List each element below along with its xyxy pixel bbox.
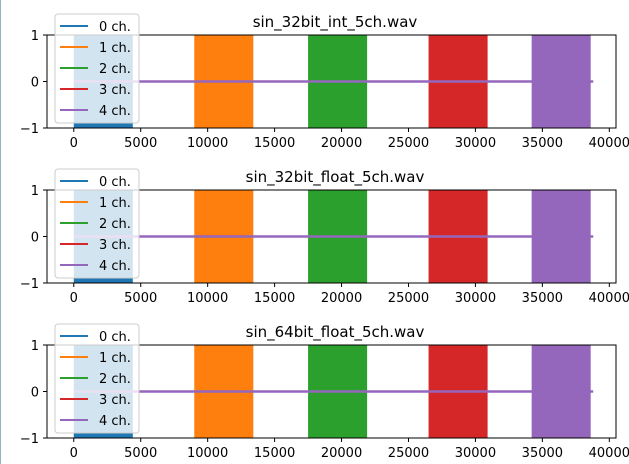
y-tick-label: −1 [20, 432, 39, 447]
x-tick-label: 10000 [187, 291, 228, 306]
x-tick-label: 40000 [589, 291, 629, 306]
subplot-0: 0 5000 10000 15000 20000 25000 30000 35000 40000… [20, 13, 629, 151]
x-tick-label: 15000 [254, 446, 295, 461]
legend-box [54, 13, 140, 124]
x-tick-label: 30000 [455, 136, 496, 151]
x-tick-label: 0 [70, 136, 78, 151]
subplot-2: 0 5000 10000 15000 20000 25000 30000 35000 40000… [20, 323, 629, 461]
legend-label: 3 ch. [99, 238, 131, 253]
subplot-1: 0 5000 10000 15000 20000 25000 30000 35000 40000… [20, 168, 629, 306]
x-tick-label: 25000 [388, 446, 429, 461]
x-tick-label: 0 [70, 446, 78, 461]
plot-area [73, 345, 594, 438]
x-tick-label: 5000 [124, 446, 157, 461]
x-tick-label: 15000 [254, 136, 295, 151]
plot-area [73, 35, 594, 128]
x-tick-label: 25000 [388, 136, 429, 151]
x-tick-label: 30000 [455, 291, 496, 306]
x-tick-label: 10000 [187, 446, 228, 461]
x-tick-label: 20000 [321, 446, 362, 461]
x-tick-label: 30000 [455, 446, 496, 461]
x-tick-label: 25000 [388, 291, 429, 306]
chart-title: sin_32bit_int_5ch.wav [253, 13, 418, 32]
plot-area [73, 190, 594, 283]
x-tick-label: 35000 [522, 291, 563, 306]
y-tick-label: −1 [20, 277, 39, 292]
legend-label: 0 ch. [99, 330, 131, 345]
chart-title: sin_32bit_float_5ch.wav [246, 168, 425, 187]
x-tick-label: 10000 [187, 136, 228, 151]
x-tick-label: 5000 [124, 136, 157, 151]
legend-label: 1 ch. [99, 351, 131, 366]
x-tick-label: 20000 [321, 136, 362, 151]
legend-box [54, 323, 140, 434]
x-tick-label: 20000 [321, 291, 362, 306]
x-tick-label: 0 [70, 291, 78, 306]
legend-label: 4 ch. [99, 104, 131, 119]
legend-label: 0 ch. [99, 175, 131, 190]
y-tick-label: 0 [31, 76, 39, 91]
chart-title: sin_64bit_float_5ch.wav [246, 323, 425, 342]
y-tick-label: −1 [20, 122, 39, 137]
x-tick-label: 40000 [589, 136, 629, 151]
y-tick-label: 1 [31, 29, 39, 44]
x-tick-label: 35000 [522, 446, 563, 461]
legend-label: 2 ch. [99, 217, 131, 232]
x-tick-label: 35000 [522, 136, 563, 151]
legend-label: 2 ch. [99, 62, 131, 77]
y-tick-label: 0 [31, 386, 39, 401]
y-tick-label: 1 [31, 339, 39, 354]
legend-label: 0 ch. [99, 20, 131, 35]
legend-label: 1 ch. [99, 41, 131, 56]
x-tick-label: 40000 [589, 446, 629, 461]
legend-label: 3 ch. [99, 83, 131, 98]
legend-label: 4 ch. [99, 414, 131, 429]
x-tick-label: 5000 [124, 291, 157, 306]
y-tick-label: 1 [31, 184, 39, 199]
legend-label: 1 ch. [99, 196, 131, 211]
x-tick-label: 15000 [254, 291, 295, 306]
legend-label: 3 ch. [99, 393, 131, 408]
legend-label: 2 ch. [99, 372, 131, 387]
y-tick-label: 0 [31, 231, 39, 246]
legend-box [54, 168, 140, 279]
legend-label: 4 ch. [99, 259, 131, 274]
window-edge [0, 0, 1, 464]
